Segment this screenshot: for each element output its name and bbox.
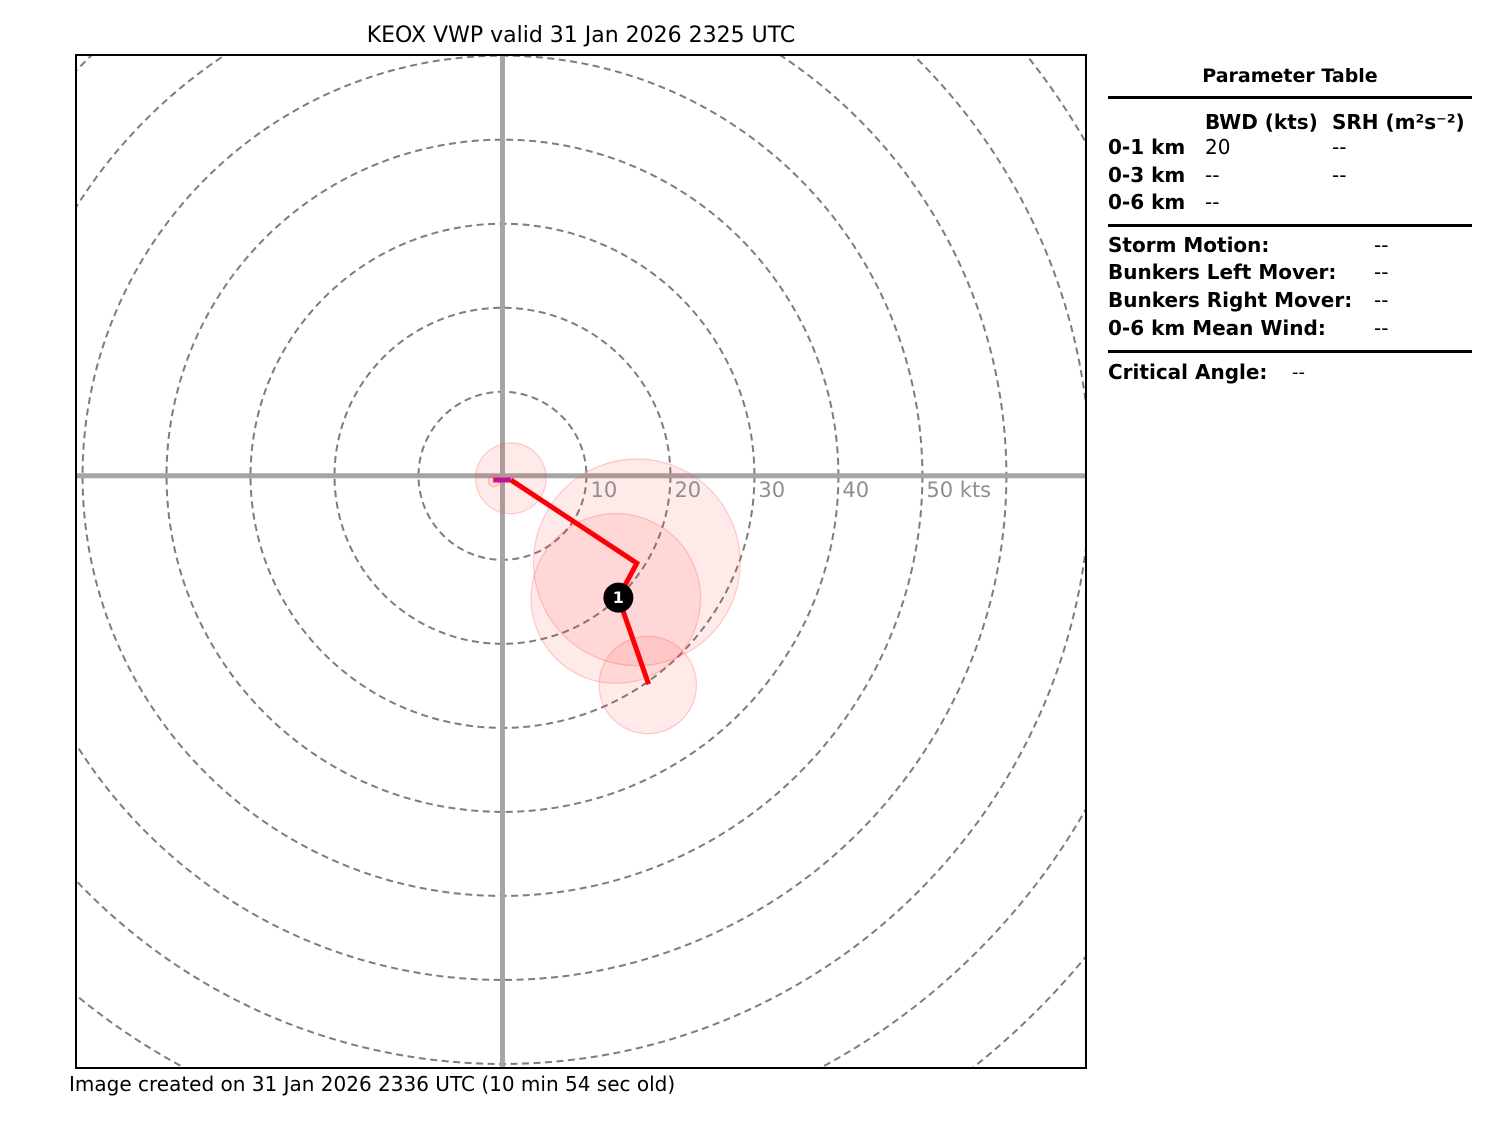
row-label: Bunkers Right Mover: xyxy=(1108,288,1353,312)
table-divider-middle xyxy=(1108,224,1472,227)
row-label: 0-3 km xyxy=(1108,163,1186,187)
plot-title: KEOX VWP valid 31 Jan 2026 2325 UTC xyxy=(366,23,796,48)
range-ring xyxy=(75,54,1008,981)
low-level-trace xyxy=(509,477,651,686)
hodograph-plot: 10 20 30 40 50 kts 1 xyxy=(75,54,1087,1069)
row-label: Bunkers Left Mover: xyxy=(1108,260,1337,284)
row-value: -- xyxy=(1374,316,1389,340)
bwd-value: 20 xyxy=(1205,135,1231,159)
row-value: -- xyxy=(1374,233,1389,257)
hodograph-svg: 10 20 30 40 50 kts 1 xyxy=(75,54,1087,1069)
row-label: 0-6 km Mean Wind: xyxy=(1108,316,1326,340)
column-header-srh: SRH (m²s⁻²) xyxy=(1332,110,1465,134)
creation-caption: Image created on 31 Jan 2026 2336 UTC (1… xyxy=(69,1072,676,1096)
table-divider-bottom xyxy=(1108,350,1472,353)
srh-value: -- xyxy=(1332,163,1347,187)
critical-angle-value: -- xyxy=(1292,362,1305,383)
ring-speed-label: 50 kts xyxy=(926,478,991,502)
ring-speed-label: 40 xyxy=(842,478,869,502)
row-label: 0-6 km xyxy=(1108,190,1186,214)
row-value: -- xyxy=(1374,288,1389,312)
height-marker-label: 1 xyxy=(613,588,624,607)
uncertainty-circle xyxy=(598,635,698,735)
height-marker xyxy=(603,582,634,613)
plot-border xyxy=(75,54,1087,1069)
row-label: Storm Motion: xyxy=(1108,233,1270,257)
row-value: -- xyxy=(1374,260,1389,284)
parameter-table-title: Parameter Table xyxy=(1202,65,1378,87)
ring-speed-label: 30 xyxy=(758,478,785,502)
ring-speed-label: 20 xyxy=(674,478,701,502)
srh-value: -- xyxy=(1332,135,1347,159)
ring-speed-label: 10 xyxy=(590,478,617,502)
table-divider-top xyxy=(1108,96,1472,99)
row-label: 0-1 km xyxy=(1108,135,1186,159)
bwd-value: -- xyxy=(1205,163,1220,187)
bwd-value: -- xyxy=(1205,190,1220,214)
critical-angle-label: Critical Angle: xyxy=(1108,360,1268,384)
column-header-bwd: BWD (kts) xyxy=(1205,110,1318,134)
